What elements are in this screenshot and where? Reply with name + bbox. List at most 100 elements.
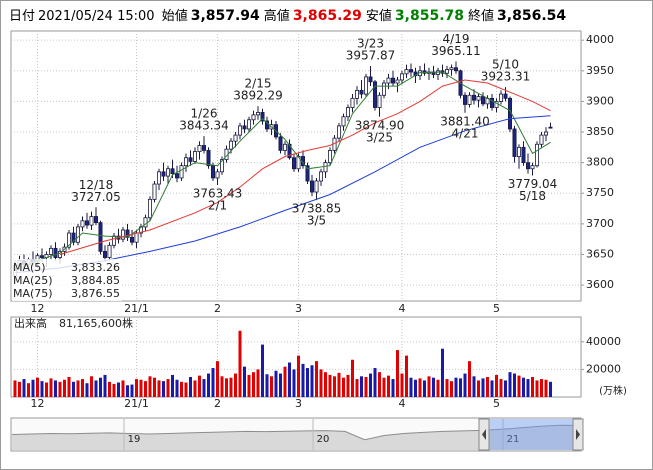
candle-body <box>341 116 346 127</box>
volume-bar <box>27 383 30 397</box>
candle-body <box>103 251 108 258</box>
candle-body <box>112 235 117 246</box>
y-tick-label: 3900 <box>586 94 614 107</box>
candle-body <box>282 143 287 151</box>
volume-bar <box>225 378 228 397</box>
volume-bar <box>504 380 507 397</box>
candle-body <box>233 134 238 142</box>
candle-body <box>323 162 328 173</box>
volume-total: 81,165,600株 <box>59 316 133 330</box>
volume-bar <box>517 375 521 397</box>
volume-bar <box>360 376 363 397</box>
candle-body <box>359 89 364 95</box>
header-label: 安値 <box>365 9 392 24</box>
volume-bar <box>270 376 273 397</box>
volume-bar <box>436 379 440 397</box>
volume-bar <box>490 380 494 397</box>
annotation-value: 3843.34 <box>179 119 229 133</box>
volume-bar <box>207 373 210 397</box>
volume-bar <box>513 373 516 397</box>
annotation-date: 4/21 <box>452 126 479 140</box>
volume-unit: (万株) <box>599 384 627 397</box>
annotation-value: 3727.05 <box>71 190 121 204</box>
volume-bar <box>459 378 462 397</box>
y-tick-label: 40000 <box>586 335 621 348</box>
annotation-date: 3/23 <box>357 36 384 50</box>
volume-bar <box>265 374 269 397</box>
volume-bar <box>112 383 116 397</box>
volume-bar <box>355 379 359 397</box>
header-value: 3,865.29 <box>292 8 362 24</box>
candle-body <box>94 216 99 224</box>
volume-bar <box>427 376 431 397</box>
x-tick-label: 12 <box>31 302 45 315</box>
navigator-window[interactable] <box>489 419 573 450</box>
candle-body <box>278 136 283 151</box>
x-tick-label: 2 <box>214 397 221 410</box>
volume-bar <box>351 359 354 397</box>
candle-body <box>107 244 112 258</box>
volume-bar <box>540 379 543 397</box>
volume-bar <box>238 330 242 397</box>
candle-body <box>210 165 215 179</box>
volume-bar <box>477 380 480 397</box>
header-value: 3,856.54 <box>497 8 567 24</box>
candle-body <box>521 146 526 164</box>
annotation-value: 3874.90 <box>355 118 405 132</box>
candle-body <box>237 125 242 136</box>
volume-bar <box>279 373 282 397</box>
y-tick-label: 3950 <box>586 64 614 77</box>
volume-bar <box>531 377 534 397</box>
volume-bar <box>153 377 156 397</box>
candle-body <box>544 131 549 136</box>
candle-body <box>129 236 134 243</box>
volume-bar <box>486 377 489 397</box>
candle-body <box>76 226 81 243</box>
candle-body <box>206 149 211 167</box>
annotation-value: 3763.43 <box>193 187 243 201</box>
candle-body <box>255 112 260 116</box>
candle-body <box>192 151 197 162</box>
y-tick-label: 3650 <box>586 247 614 260</box>
candle-body <box>188 157 193 162</box>
legend-value: 3,876.55 <box>71 287 120 300</box>
price-panel <box>10 30 582 302</box>
volume-bar <box>522 377 525 397</box>
volume-bar <box>342 377 345 397</box>
volume-bar <box>441 348 444 397</box>
volume-bar <box>45 382 48 397</box>
volume-bar <box>117 382 120 397</box>
header-label: 高値 <box>263 9 290 24</box>
annotation-date: 5/18 <box>519 189 546 203</box>
candle-body <box>305 165 310 182</box>
x-tick-label: 2 <box>214 302 221 315</box>
volume-bar <box>40 381 44 397</box>
candle-body <box>480 96 485 105</box>
candle-body <box>386 77 391 84</box>
candle-body <box>498 93 503 102</box>
candle-body <box>152 183 157 200</box>
x-tick-label: 4 <box>399 302 406 315</box>
volume-bar <box>189 377 192 397</box>
candle-body <box>354 89 359 99</box>
candle-body <box>179 165 184 179</box>
candle-body <box>530 165 535 170</box>
candle-body <box>363 76 368 95</box>
candle-body <box>539 134 544 145</box>
navigator-label: 20 <box>317 434 330 445</box>
volume-bar <box>72 381 75 397</box>
volume-bar <box>229 377 233 397</box>
candle-body <box>134 232 139 243</box>
candle-body <box>251 114 256 121</box>
volume-bar <box>36 377 39 397</box>
x-tick-label: 12 <box>31 397 45 410</box>
header-label: 終値 <box>468 9 495 24</box>
candle-body <box>377 94 382 108</box>
volume-bar <box>445 379 449 397</box>
volume-bar <box>90 376 93 397</box>
volume-bar <box>247 374 251 397</box>
candle-body <box>49 247 54 255</box>
volume-bar <box>346 374 350 397</box>
volume-bar <box>216 361 219 397</box>
annotation-date: 4/19 <box>443 32 470 46</box>
